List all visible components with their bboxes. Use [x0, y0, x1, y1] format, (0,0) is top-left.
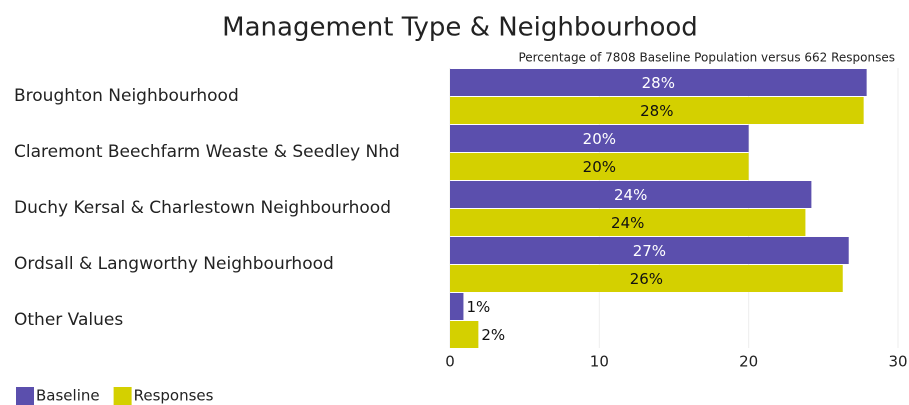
data-label: 24%	[614, 186, 647, 204]
x-tick-label: 30	[888, 353, 907, 371]
data-label: 20%	[583, 158, 616, 176]
x-tick-label: 0	[445, 353, 455, 371]
data-label: 27%	[633, 242, 666, 260]
x-tick-label: 10	[590, 353, 609, 371]
y-tick-label: Ordsall & Langworthy Neighbourhood	[14, 254, 334, 274]
bar	[450, 181, 812, 208]
data-label: 24%	[611, 214, 644, 232]
bar	[450, 125, 749, 152]
bar	[450, 265, 843, 292]
bar	[450, 237, 849, 264]
chart-title: Management Type & Neighbourhood	[222, 13, 698, 43]
bar	[450, 293, 464, 320]
data-label: 28%	[640, 102, 673, 120]
legend-swatch	[113, 387, 132, 405]
legend-swatch	[16, 387, 34, 405]
bar	[450, 209, 806, 236]
legend-label: Responses	[134, 387, 214, 405]
chart-subtitle: Percentage of 7808 Baseline Population v…	[518, 51, 895, 65]
bar	[450, 321, 479, 348]
data-label: 28%	[642, 74, 675, 92]
bar	[450, 153, 749, 180]
data-label: 20%	[583, 130, 616, 148]
y-tick-label: Other Values	[14, 310, 123, 330]
bar	[450, 69, 867, 96]
bar	[450, 97, 864, 124]
y-tick-label: Claremont Beechfarm Weaste & Seedley Nhd	[14, 142, 400, 162]
y-tick-label: Broughton Neighbourhood	[14, 86, 239, 106]
data-label: 26%	[630, 270, 663, 288]
y-tick-label: Duchy Kersal & Charlestown Neighbourhood	[14, 198, 391, 218]
data-label: 2%	[481, 326, 505, 344]
legend-label: Baseline	[36, 387, 100, 405]
x-tick-label: 20	[739, 353, 758, 371]
data-label: 1%	[466, 298, 490, 316]
